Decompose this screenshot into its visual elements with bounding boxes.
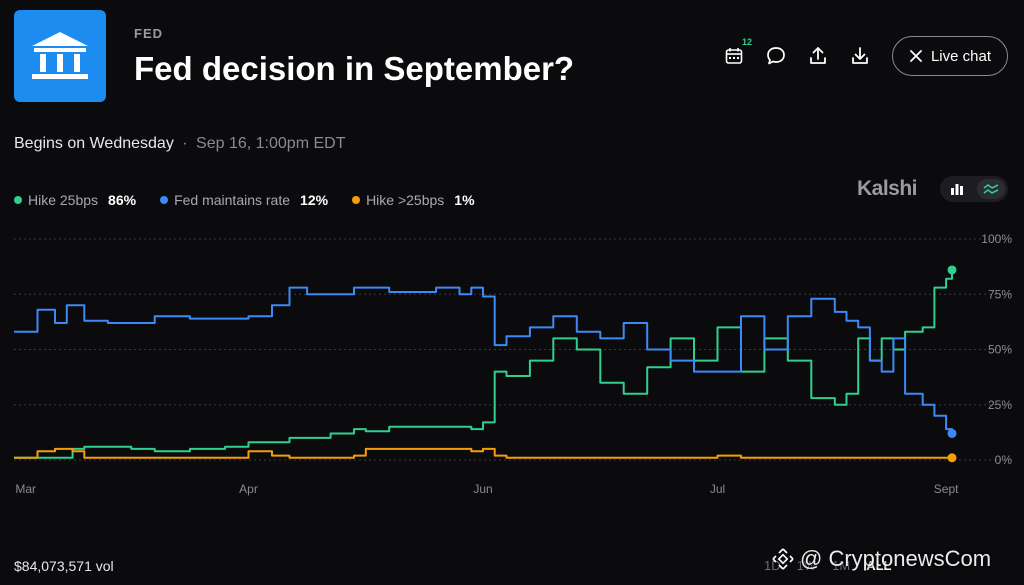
legend-value: 86% <box>108 192 137 208</box>
watermark-text: @ CryptonewsCom <box>800 546 992 571</box>
calendar-icon <box>725 48 743 64</box>
watermark: @ CryptonewsCom <box>772 546 991 572</box>
trade-volume: $84,073,571 vol <box>14 558 114 574</box>
bar-chart-icon <box>951 184 963 195</box>
range-tab-all[interactable]: ALL <box>866 558 892 573</box>
legend-dot <box>14 196 22 204</box>
live-chat-button[interactable]: Live chat <box>891 36 1008 76</box>
series-line <box>14 447 952 459</box>
legend-value: 12% <box>300 192 329 208</box>
chart-series <box>14 265 957 463</box>
line-chart-toggle[interactable] <box>977 179 1005 199</box>
share-button[interactable] <box>808 46 828 66</box>
y-tick-label: 25% <box>988 398 1012 412</box>
legend-dot <box>160 196 169 204</box>
begins-label: Begins on Wednesday <box>14 135 174 152</box>
y-axis: 0% 25% 50% 75% 100% <box>981 232 1012 467</box>
bar-chart-toggle[interactable] <box>943 179 971 199</box>
calendar-button[interactable]: 12 <box>724 37 752 66</box>
range-tab-1m[interactable]: 1M <box>832 558 851 573</box>
y-tick-label: 75% <box>988 287 1012 301</box>
range-tab-1w[interactable]: 1W <box>796 558 817 573</box>
chart-grid <box>14 238 1010 461</box>
series-line <box>14 286 953 434</box>
x-tick-label: Apr <box>239 482 258 496</box>
y-tick-label: 100% <box>981 232 1012 246</box>
download-icon <box>852 47 868 64</box>
legend-label: Hike 25bps <box>28 192 99 208</box>
legend-label: Fed maintains rate <box>174 192 291 208</box>
header-actions: 12 Live chat <box>724 36 1008 76</box>
event-date: Sep 16, 1:00pm EDT <box>196 135 346 152</box>
x-tick-label: Jun <box>473 482 492 496</box>
comment-icon <box>767 47 785 65</box>
download-button[interactable] <box>850 46 870 66</box>
calendar-badge: 12 <box>741 37 752 47</box>
legend-item-hike-over-25bps[interactable]: Hike >25bps 1% <box>352 192 475 208</box>
x-tick-label: Mar <box>15 482 36 496</box>
x-tick-label: Jul <box>710 482 725 496</box>
share-icon <box>810 47 826 64</box>
legend-value: 1% <box>454 192 475 208</box>
schedule-separator: · <box>182 135 188 152</box>
y-tick-label: 0% <box>995 453 1013 467</box>
time-range-tabs: 1D 1W 1M ALL <box>764 558 891 573</box>
event-schedule: Begins on Wednesday · Sep 16, 1:00pm EDT <box>14 135 345 153</box>
chart-legend: Hike 25bps 86% Fed maintains rate 12% Hi… <box>14 192 475 208</box>
market-category: FED <box>134 26 163 41</box>
legend-item-fed-maintains-rate[interactable]: Fed maintains rate 12% <box>160 192 328 208</box>
live-chat-label: Live chat <box>930 47 991 65</box>
market-logo <box>14 10 106 102</box>
series-end-point <box>947 453 957 463</box>
x-tick-label: Sept <box>934 482 959 496</box>
brand-logo: Kalshi <box>857 177 918 200</box>
probability-chart: 0% 25% 50% 75% 100% Mar Apr Jun Jul Sept <box>14 232 1012 496</box>
series-end-point <box>947 265 957 275</box>
market-title: Fed decision in September? <box>134 50 575 87</box>
series-end-point <box>947 428 957 438</box>
legend-dot <box>352 196 361 204</box>
legend-label: Hike >25bps <box>366 192 445 208</box>
y-tick-label: 50% <box>988 343 1012 357</box>
close-icon <box>910 50 922 62</box>
line-chart-icon <box>983 184 999 194</box>
comment-button[interactable] <box>766 46 786 66</box>
range-tab-1d[interactable]: 1D <box>764 558 781 573</box>
bank-icon <box>32 32 88 79</box>
legend-item-hike-25bps[interactable]: Hike 25bps 86% <box>14 192 136 208</box>
x-axis: Mar Apr Jun Jul Sept <box>15 482 959 496</box>
chart-type-toggle <box>940 176 1008 202</box>
binance-logo-icon <box>772 548 794 570</box>
